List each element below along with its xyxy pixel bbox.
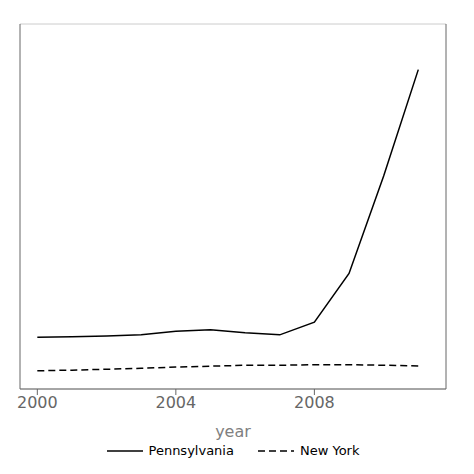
html-text:New York: New York [299,443,360,458]
html-text:Pennsylvania: Pennsylvania [148,443,234,458]
svg-text:year: year [215,422,251,441]
svg-text:2008: 2008 [294,393,335,412]
svg-text:2000: 2000 [17,393,58,412]
svg-text:2004: 2004 [155,393,196,412]
